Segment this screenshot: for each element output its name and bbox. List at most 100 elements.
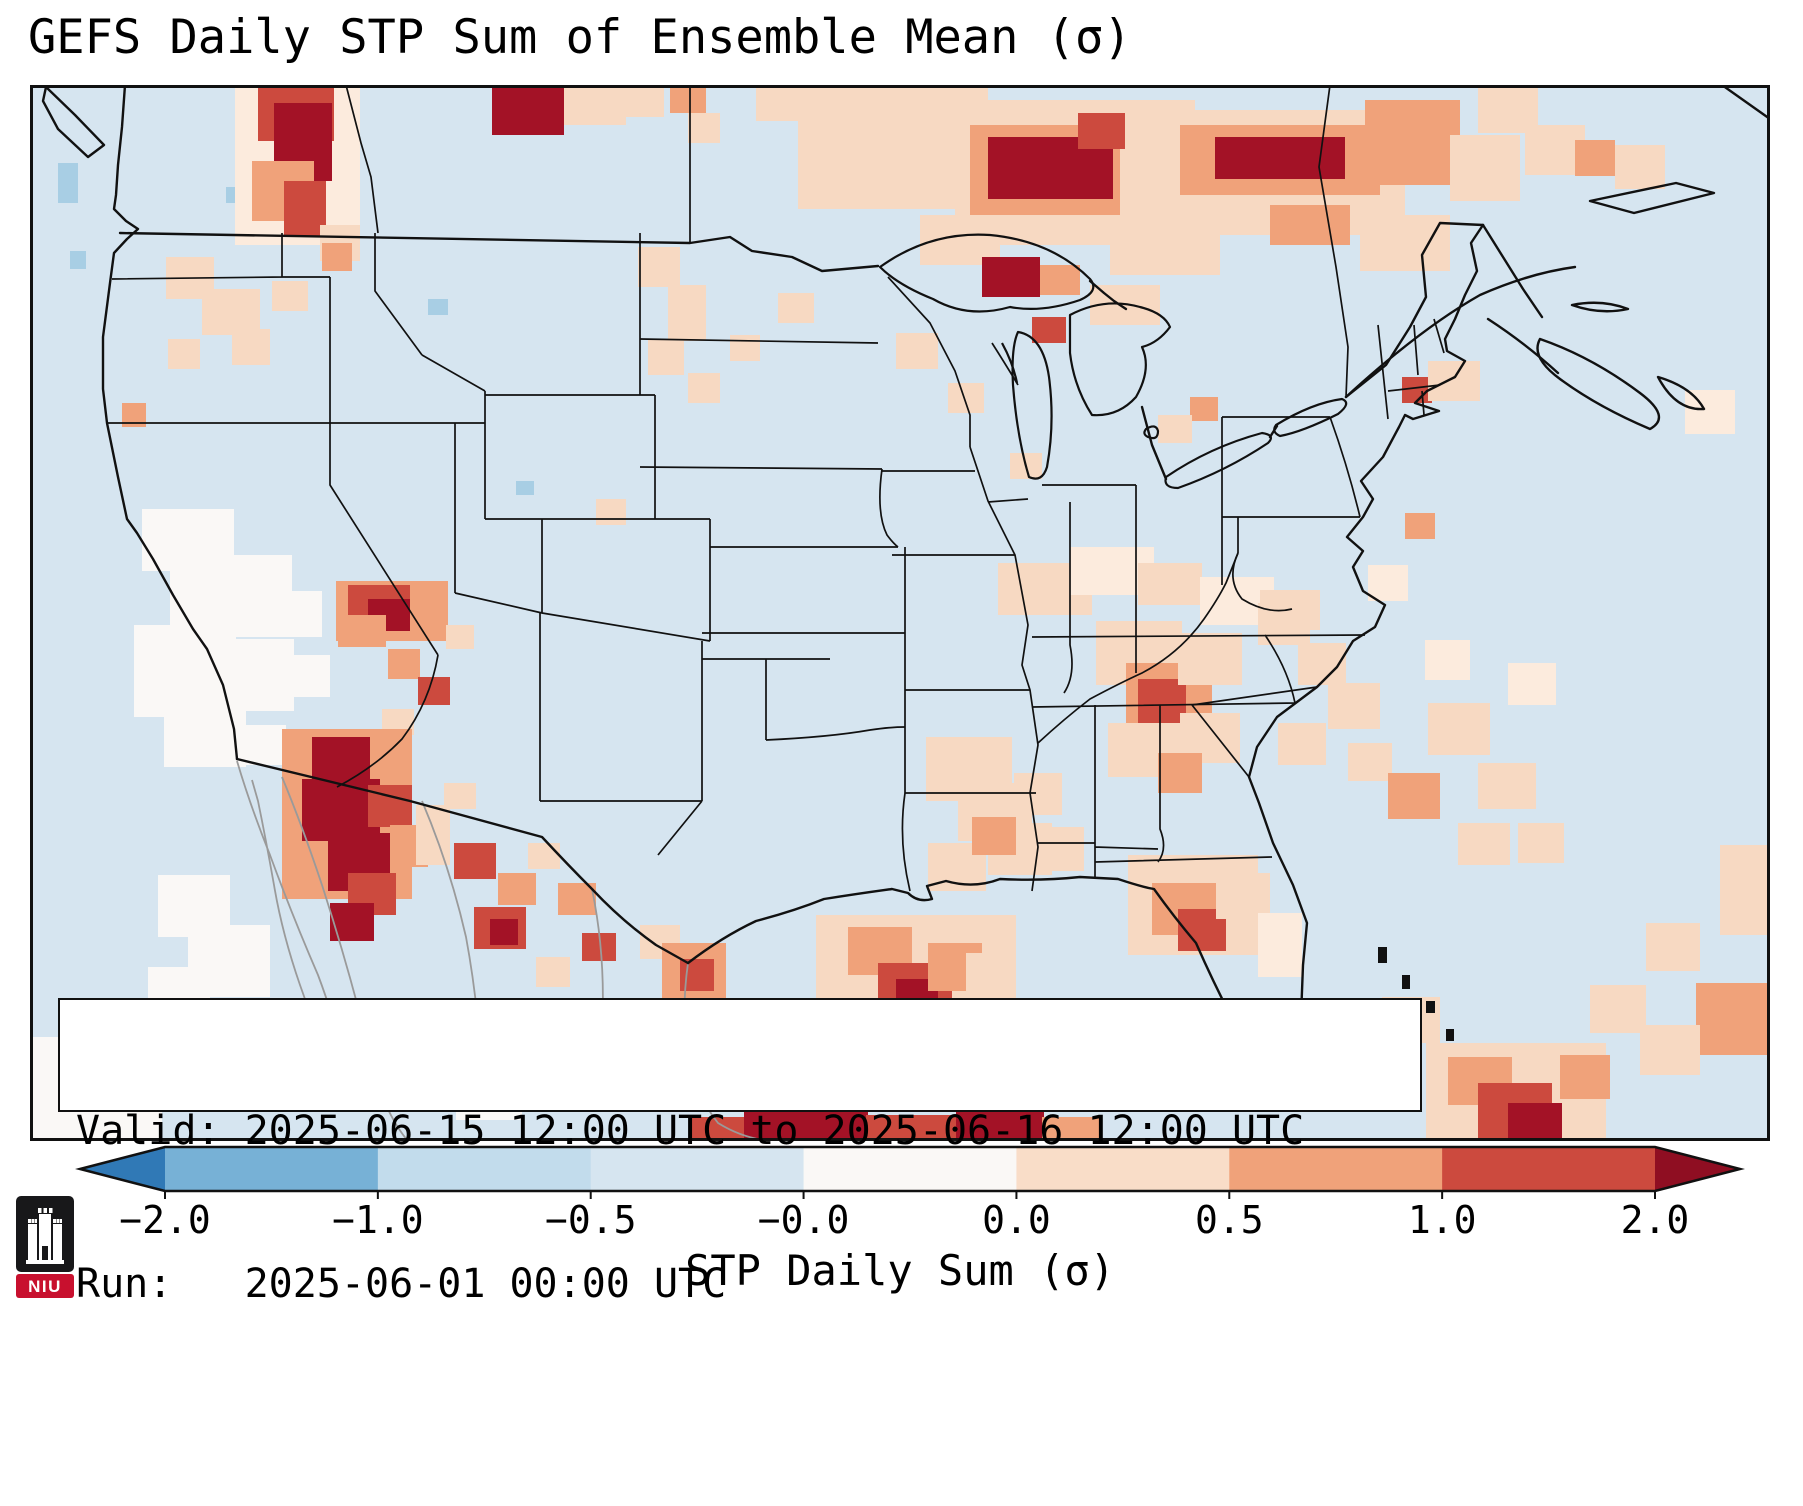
data-cell (778, 293, 814, 323)
island (1378, 947, 1387, 963)
data-cell (284, 181, 326, 237)
data-cell (1615, 145, 1665, 189)
cape-breton (1656, 375, 1706, 411)
colorbar-ticks: −2.0 −1.0 −0.5 −0.0 0.0 0.5 1.0 2.0 (0, 1198, 1803, 1244)
map-canvas (30, 85, 1770, 1141)
data-cell (322, 243, 352, 271)
state-line (539, 613, 703, 856)
data-cell (536, 957, 570, 987)
data-cell (1328, 683, 1380, 729)
data-cell (338, 615, 386, 647)
map-frame (30, 85, 1770, 1141)
colorbar-tick-label: −1.0 (332, 1198, 424, 1242)
data-cell (1640, 1025, 1700, 1075)
colorbar-extend-high (1655, 1147, 1740, 1191)
data-cell (730, 335, 760, 361)
data-cell (1478, 763, 1536, 809)
data-cell (638, 247, 680, 287)
state-line (702, 632, 905, 740)
state-line (1037, 552, 1239, 744)
prince-edward-island (1570, 301, 1630, 313)
castle-icon (26, 1208, 64, 1264)
data-cell (966, 953, 1012, 995)
data-cell (972, 817, 1016, 855)
anticosti-island (1588, 181, 1716, 215)
data-cell (1158, 415, 1192, 443)
data-cell (168, 339, 200, 369)
data-cell (1685, 390, 1735, 434)
colorbar-segment (590, 1147, 805, 1191)
data-cell (1138, 563, 1202, 605)
colorbar-segment (165, 1147, 379, 1191)
data-cell (388, 649, 420, 679)
state-line (485, 233, 710, 520)
data-cell (202, 289, 260, 335)
data-cell (1278, 723, 1326, 765)
green-bay (1001, 342, 1019, 384)
state-line (1031, 634, 1366, 708)
data-cell (690, 1117, 746, 1141)
data-cell (648, 339, 684, 375)
data-cell (260, 591, 322, 637)
state-line (111, 233, 331, 423)
data-cell (416, 805, 450, 865)
data-cell (58, 163, 78, 203)
state-line (765, 726, 906, 741)
data-cell (1258, 913, 1302, 977)
data-cell (1270, 205, 1350, 245)
colorbar-extend-low (80, 1147, 165, 1191)
colorbar-segment (803, 1147, 1017, 1191)
data-cell (492, 85, 564, 135)
niu-logo-text: NIU (28, 1277, 62, 1296)
data-cell (688, 113, 720, 143)
data-cell (948, 383, 984, 413)
colorbar-tick-label: 0.5 (1194, 1198, 1264, 1242)
data-cell (564, 85, 626, 125)
colorbar-segment (1016, 1147, 1230, 1191)
data-cell (528, 843, 560, 869)
data-cell (668, 285, 706, 341)
data-cell (1216, 873, 1270, 919)
data-cell (202, 639, 294, 711)
data-cell (688, 373, 720, 403)
data-cells (30, 85, 1770, 1141)
data-cell (70, 251, 86, 269)
state-line (1038, 705, 1159, 877)
data-cell (1158, 753, 1202, 793)
data-cell (444, 783, 476, 809)
lake-ontario (1273, 397, 1348, 438)
data-cell (1215, 137, 1345, 179)
data-cell (1508, 663, 1556, 705)
state-line (336, 654, 439, 788)
west-coastline (101, 85, 239, 761)
data-cell (1428, 703, 1490, 755)
data-cell (1365, 100, 1460, 185)
colorbar-canvas (75, 1145, 1745, 1199)
vancouver-island (41, 85, 106, 159)
state-line (969, 446, 1039, 892)
logo-banner (16, 1274, 74, 1298)
data-cell (1560, 1055, 1610, 1099)
data-cell (454, 843, 496, 879)
data-cell (1575, 140, 1615, 176)
data-cell (232, 329, 270, 365)
colorbar-tick-label: −2.0 (119, 1198, 211, 1242)
great-lakes-connectors (1088, 279, 1128, 311)
state-line (882, 276, 975, 472)
data-cell (1696, 983, 1770, 1055)
data-cell (1042, 1117, 1102, 1141)
colorbar-tick-label: −0.0 (757, 1198, 850, 1242)
colorbar-tick-label: 1.0 (1407, 1198, 1477, 1242)
state-line (1094, 705, 1273, 863)
province-line (345, 85, 379, 234)
data-cell (1190, 397, 1218, 421)
data-cell (1590, 985, 1646, 1033)
gulf-and-east-coastline (686, 223, 1485, 1087)
state-line (901, 792, 911, 892)
state-line (639, 338, 883, 470)
coastlines (41, 85, 1770, 1087)
colorbar-tick-label: 0.0 (982, 1198, 1051, 1242)
colorbar-tick-label: −0.5 (544, 1198, 637, 1242)
data-cell (744, 1111, 868, 1141)
data-cell (1425, 640, 1470, 680)
